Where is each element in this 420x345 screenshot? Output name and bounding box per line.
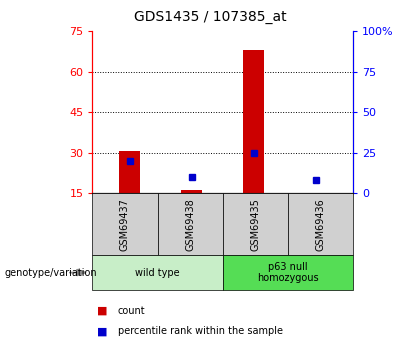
Bar xyxy=(181,190,202,193)
Bar xyxy=(243,50,265,193)
Text: GSM69438: GSM69438 xyxy=(185,198,195,250)
Text: ■: ■ xyxy=(97,326,107,336)
Text: ■: ■ xyxy=(97,306,107,315)
Text: percentile rank within the sample: percentile rank within the sample xyxy=(118,326,283,336)
Text: GSM69435: GSM69435 xyxy=(250,198,260,251)
Text: GDS1435 / 107385_at: GDS1435 / 107385_at xyxy=(134,10,286,24)
Text: count: count xyxy=(118,306,145,315)
Text: genotype/variation: genotype/variation xyxy=(4,268,97,277)
Text: GSM69436: GSM69436 xyxy=(315,198,325,250)
Text: wild type: wild type xyxy=(135,268,180,277)
Text: p63 null
homozygous: p63 null homozygous xyxy=(257,262,318,283)
Text: GSM69437: GSM69437 xyxy=(120,198,130,251)
Bar xyxy=(119,151,140,193)
